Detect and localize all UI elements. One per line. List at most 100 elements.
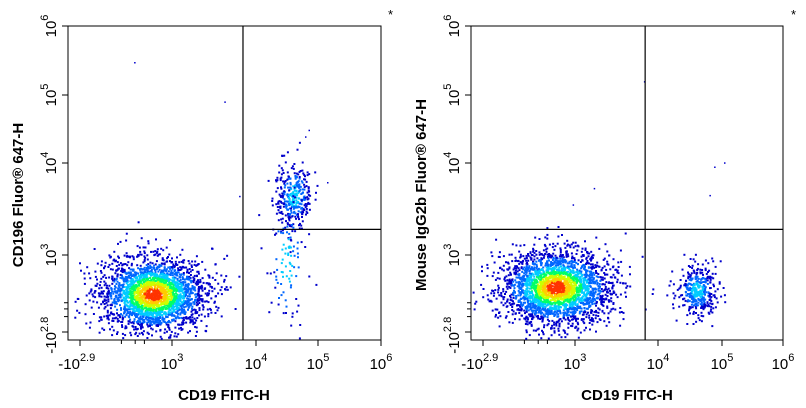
event-dot [282,243,285,246]
event-dot [284,180,287,182]
event-dot [522,255,525,258]
event-dot [584,297,587,300]
event-dot [551,272,554,275]
event-dot [123,286,126,288]
event-dot [308,208,311,211]
event-dot [572,246,575,249]
event-dot [157,324,160,326]
event-dot [624,282,627,285]
event-dot [217,306,220,309]
event-dot [569,287,572,290]
event-dot [283,186,286,189]
event-dot [151,295,154,298]
event-dot [288,246,291,249]
event-dot [136,295,139,297]
event-dot [149,316,152,319]
event-dot [190,281,193,284]
event-dot [84,313,87,316]
event-dot [280,271,283,273]
event-dot [612,258,615,261]
event-dot [513,267,516,270]
event-dot [295,189,298,192]
event-dot [553,331,556,334]
event-dot [132,256,135,259]
event-dot [549,273,552,276]
event-dot [577,336,580,339]
event-dot [275,179,277,182]
event-dot [184,281,187,284]
event-dot [142,330,145,333]
event-dot [129,331,132,334]
event-dot [147,321,150,324]
event-dot [201,289,204,292]
event-dot [136,285,139,288]
event-dot [600,278,603,281]
event-dot [651,293,654,295]
event-dot [113,299,116,302]
event-dot [556,301,559,304]
event-dot [155,311,158,314]
event-dot [575,261,578,264]
event-dot [518,318,521,321]
event-dot [284,200,286,203]
event-dot [585,316,588,319]
event-dot [576,271,579,274]
event-dot [587,292,590,295]
event-dot [129,285,132,288]
event-dot [281,217,284,220]
event-dot [589,304,592,307]
event-dot [155,251,158,254]
event-dot [116,333,118,335]
event-dot [528,274,531,277]
event-dot [275,212,278,215]
event-dot [571,306,574,309]
event-dot [133,287,136,290]
event-dot [127,255,130,258]
event-dot [550,256,553,259]
event-dot [134,326,137,328]
event-dot [159,335,162,338]
event-dot [132,273,135,276]
event-dot [180,260,183,263]
event-dot [141,304,144,307]
event-dot [591,292,594,295]
event-dot [159,287,162,290]
event-dot [539,282,542,285]
event-dot [603,320,606,323]
event-dot [187,306,190,309]
event-dot [170,272,173,275]
event-dot [195,304,198,307]
event-dot [290,209,293,212]
event-dot [559,311,562,314]
event-dot [131,278,134,280]
event-dot [182,301,184,304]
event-dot [281,169,284,172]
event-dot [584,249,587,252]
event-dot [143,255,146,258]
event-dot [529,297,532,300]
event-dot [176,256,178,259]
event-dot [533,298,536,301]
event-dot [106,315,109,317]
event-dot [110,297,113,300]
event-dot [197,290,200,293]
event-dot [592,271,595,274]
event-dot [542,296,545,299]
event-dot [564,297,567,300]
event-dot [604,285,607,288]
event-dot [172,305,175,308]
event-dot [113,288,116,290]
panel-marker: * [388,7,393,22]
event-dot [135,302,138,305]
event-dot [572,306,575,309]
event-dot [108,284,111,287]
event-dot [185,287,187,290]
event-dot [494,315,497,318]
event-dot [229,286,232,289]
event-dot [137,291,140,294]
event-dot [132,312,135,315]
event-dot [292,201,295,204]
event-dot [519,305,522,308]
event-dot [129,318,132,321]
